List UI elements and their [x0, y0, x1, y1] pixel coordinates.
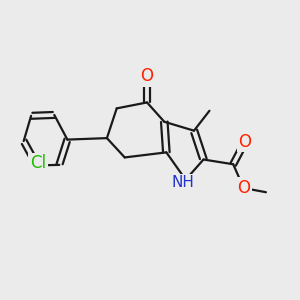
Text: NH: NH	[171, 175, 194, 190]
Text: O: O	[140, 67, 154, 85]
Text: Cl: Cl	[30, 154, 46, 172]
Text: O: O	[238, 133, 252, 151]
Text: O: O	[237, 179, 250, 197]
